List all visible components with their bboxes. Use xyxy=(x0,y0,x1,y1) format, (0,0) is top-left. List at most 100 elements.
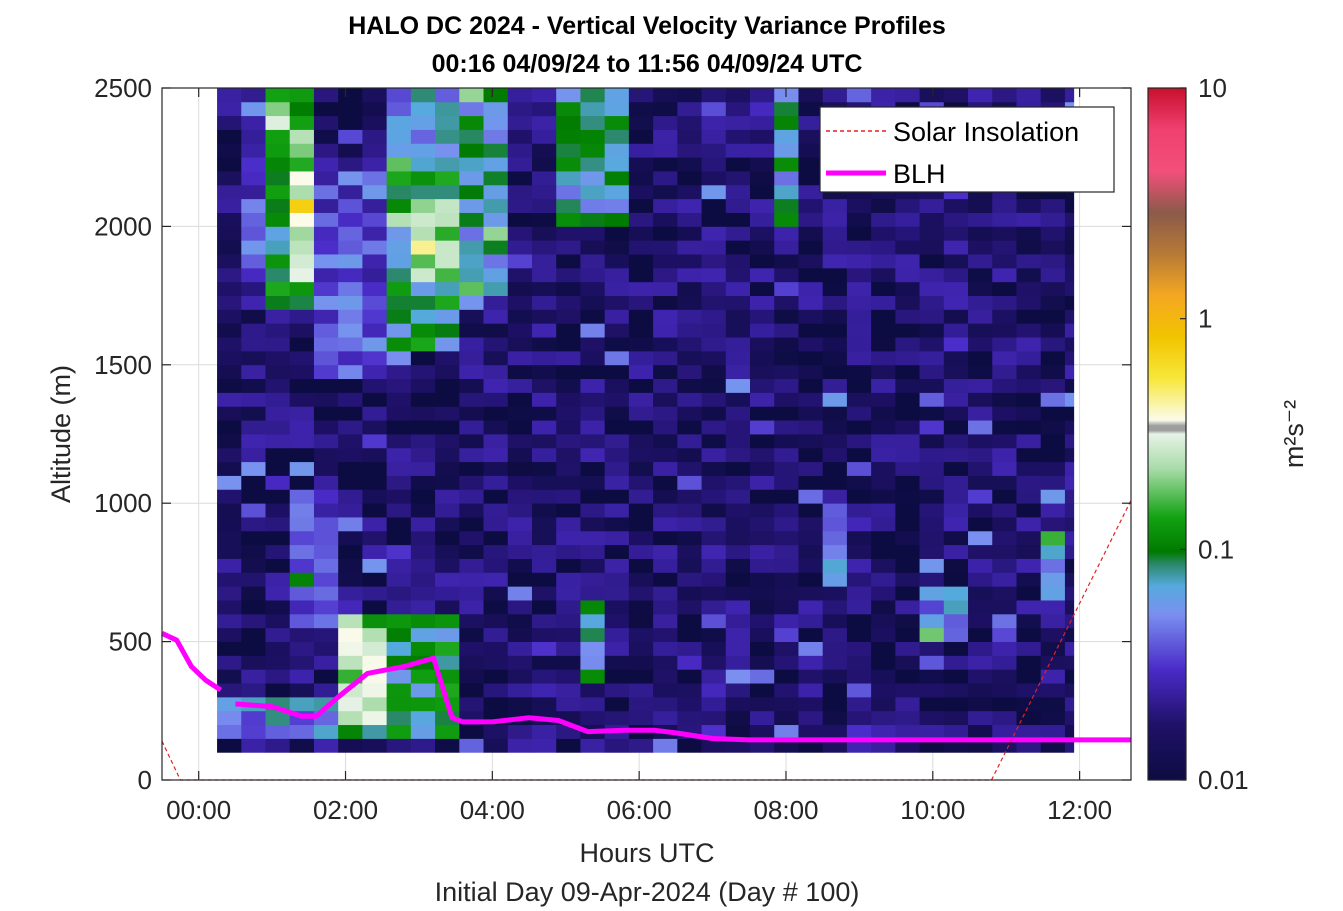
heatmap-cell xyxy=(338,392,363,407)
heatmap-cell xyxy=(871,544,896,559)
heatmap-cell xyxy=(483,101,509,117)
heatmap-cell xyxy=(580,101,606,117)
heatmap-cell xyxy=(653,627,678,642)
heatmap-cell xyxy=(507,295,533,310)
heatmap-cell xyxy=(628,710,654,726)
heatmap-cell xyxy=(1064,503,1075,518)
heatmap-cell xyxy=(386,530,412,546)
heatmap-cell xyxy=(604,655,630,670)
heatmap-cell xyxy=(895,434,920,449)
heatmap-cell xyxy=(653,171,678,186)
heatmap-cell xyxy=(531,420,557,435)
heatmap-cell xyxy=(653,613,678,629)
heatmap-cell xyxy=(410,572,436,587)
heatmap-cell xyxy=(507,323,533,338)
heatmap-cell xyxy=(241,627,266,642)
heatmap-cell xyxy=(895,586,920,601)
heatmap-cell xyxy=(362,627,388,642)
heatmap-cell xyxy=(580,558,606,573)
plot-frame xyxy=(161,87,1132,781)
heatmap-cell xyxy=(895,724,920,739)
heatmap-cell xyxy=(410,530,436,546)
heatmap-cell xyxy=(968,267,993,283)
heatmap-cell xyxy=(992,434,1017,449)
heatmap-cell xyxy=(822,420,848,435)
heatmap-cell xyxy=(677,115,702,130)
heatmap-cell xyxy=(725,544,751,559)
heatmap-cell xyxy=(653,683,678,698)
heatmap-cell xyxy=(435,171,460,186)
heatmap-cell xyxy=(241,544,266,559)
heatmap-cell xyxy=(386,101,412,117)
heatmap-cell xyxy=(217,517,242,532)
heatmap-cell xyxy=(217,364,242,380)
heatmap-cell xyxy=(531,129,557,144)
heatmap-cell xyxy=(871,226,896,241)
heatmap-cell xyxy=(653,434,678,449)
heatmap-cell xyxy=(531,544,557,559)
heatmap-cell xyxy=(507,309,533,324)
heatmap-cell xyxy=(362,350,388,366)
heatmap-cell xyxy=(628,447,654,463)
heatmap-cell xyxy=(653,641,678,656)
heatmap-cell xyxy=(217,323,242,338)
heatmap-cell xyxy=(362,683,388,698)
heatmap-cell xyxy=(822,586,848,601)
heatmap-cell xyxy=(459,157,484,172)
heatmap-cell xyxy=(483,115,509,130)
heatmap-cell xyxy=(798,88,824,103)
heatmap-cell xyxy=(1040,267,1066,283)
heatmap-cell xyxy=(556,184,581,200)
heatmap-cell xyxy=(677,240,702,255)
heatmap-cell xyxy=(871,558,896,573)
heatmap-cell xyxy=(895,88,920,103)
heatmap-cell xyxy=(653,586,678,601)
heatmap-cell xyxy=(435,267,460,283)
heatmap-cell xyxy=(556,489,581,504)
heatmap-cell xyxy=(798,240,824,255)
heatmap-cell xyxy=(507,267,533,283)
heatmap-cell xyxy=(943,434,969,449)
heatmap-cell xyxy=(507,212,533,227)
heatmap-cell xyxy=(992,420,1017,435)
heatmap-cell xyxy=(217,655,242,670)
heatmap-cell xyxy=(701,710,727,726)
heatmap-cell xyxy=(774,696,799,712)
heatmap-cell xyxy=(289,212,315,227)
heatmap-cell xyxy=(386,254,412,269)
heatmap-cell xyxy=(531,600,557,615)
y-tick-label: 1000 xyxy=(94,488,152,518)
heatmap-cell xyxy=(362,530,388,546)
heatmap-cell xyxy=(943,530,969,546)
heatmap-cell xyxy=(386,406,412,421)
heatmap-cell xyxy=(943,600,969,615)
heatmap-cell xyxy=(653,710,678,726)
heatmap-cell xyxy=(313,350,339,366)
heatmap-cell xyxy=(1040,337,1066,352)
heatmap-cell xyxy=(725,198,751,213)
heatmap-cell xyxy=(774,212,799,227)
heatmap-cell xyxy=(798,724,824,739)
heatmap-cell xyxy=(362,600,388,615)
heatmap-cell xyxy=(750,143,775,158)
heatmap-cell xyxy=(750,392,775,407)
heatmap-cell xyxy=(1064,600,1075,615)
heatmap-cell xyxy=(435,378,460,393)
heatmap-cell xyxy=(653,129,678,144)
heatmap-cell xyxy=(507,364,533,380)
heatmap-cell xyxy=(1064,544,1075,559)
heatmap-cell xyxy=(531,724,557,739)
heatmap-cell xyxy=(725,184,751,200)
heatmap-cell xyxy=(410,696,436,712)
heatmap-cell xyxy=(410,240,436,255)
heatmap-cell xyxy=(822,295,848,310)
heatmap-cell xyxy=(362,544,388,559)
heatmap-cell xyxy=(943,212,969,227)
heatmap-cell xyxy=(531,184,557,200)
heatmap-cell xyxy=(1040,240,1066,255)
heatmap-cell xyxy=(943,461,969,476)
heatmap-cell xyxy=(483,226,509,241)
heatmap-cell xyxy=(483,378,509,393)
heatmap-cell xyxy=(604,461,630,476)
heatmap-cell xyxy=(846,710,872,726)
